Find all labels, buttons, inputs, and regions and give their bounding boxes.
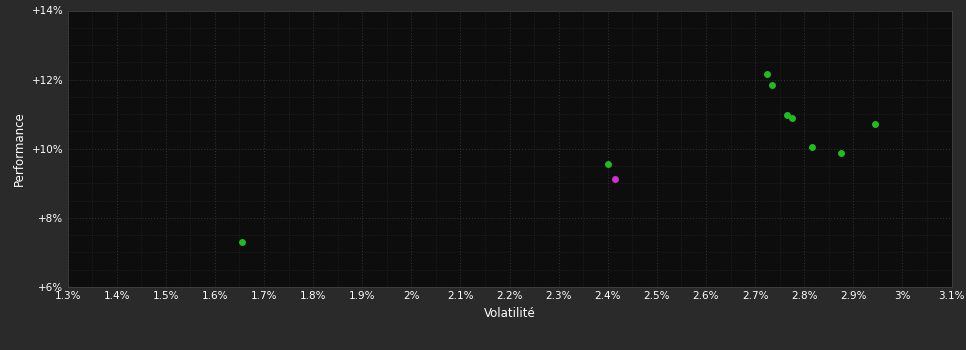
Point bbox=[234, 239, 249, 245]
Point bbox=[759, 72, 775, 77]
Point bbox=[867, 121, 883, 127]
Point bbox=[600, 161, 615, 167]
Point bbox=[804, 144, 819, 150]
Point bbox=[764, 82, 780, 88]
Point bbox=[784, 116, 800, 121]
X-axis label: Volatilité: Volatilité bbox=[484, 307, 535, 320]
Point bbox=[780, 112, 795, 118]
Point bbox=[834, 150, 849, 156]
Y-axis label: Performance: Performance bbox=[14, 111, 26, 186]
Point bbox=[608, 176, 623, 182]
